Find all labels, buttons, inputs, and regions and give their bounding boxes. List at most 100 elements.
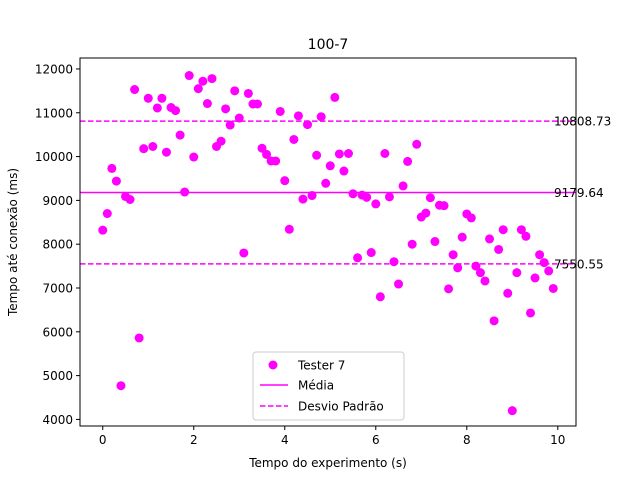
data-point: [362, 192, 372, 202]
data-point: [225, 120, 235, 130]
data-point: [252, 99, 262, 109]
data-point: [516, 225, 526, 235]
data-points: [98, 71, 558, 416]
data-point: [111, 176, 121, 186]
data-point: [284, 224, 294, 234]
data-point: [448, 250, 458, 260]
reference-line-label: 7550.55: [554, 257, 604, 271]
data-point: [298, 194, 308, 204]
data-point: [398, 181, 408, 191]
data-point: [548, 283, 558, 293]
data-point: [503, 288, 513, 298]
data-point: [280, 176, 290, 186]
y-tick-label: 10000: [35, 150, 73, 164]
data-point: [234, 113, 244, 123]
data-point: [175, 130, 185, 140]
data-point: [425, 193, 435, 203]
legend: Tester 7 Média Desvio Padrão: [252, 351, 405, 421]
data-point: [525, 308, 535, 318]
data-point: [312, 150, 322, 160]
data-point: [180, 187, 190, 197]
y-tick-label: 6000: [42, 325, 73, 339]
data-point: [430, 237, 440, 247]
data-point: [193, 84, 203, 94]
data-point: [148, 141, 158, 151]
legend-marker-scatter: [268, 360, 278, 370]
data-point: [343, 149, 353, 159]
legend-label-stddev: Desvio Padrão: [298, 400, 384, 414]
data-point: [444, 284, 454, 294]
y-tick-label: 8000: [42, 238, 73, 252]
legend-box: [252, 351, 405, 421]
data-point: [480, 276, 490, 286]
reference-lines: [80, 120, 576, 265]
data-point: [507, 406, 517, 416]
data-point: [512, 268, 522, 278]
reference-line-label: 9179.64: [554, 186, 604, 200]
data-point: [207, 74, 217, 84]
data-point: [275, 106, 285, 116]
data-point: [216, 136, 226, 146]
data-point: [198, 76, 208, 86]
data-point: [143, 93, 153, 103]
data-point: [271, 156, 281, 166]
data-point: [439, 201, 449, 211]
data-point: [307, 191, 317, 201]
data-point: [293, 111, 303, 121]
data-point: [134, 333, 144, 343]
data-point: [239, 248, 249, 258]
data-point: [407, 239, 417, 249]
x-tick-label: 4: [281, 433, 289, 447]
data-point: [375, 292, 385, 302]
chart-title: 100-7: [308, 37, 349, 53]
data-point: [102, 209, 112, 219]
data-point: [334, 149, 344, 159]
data-point: [535, 250, 545, 260]
data-point: [262, 149, 272, 159]
x-axis-label: Tempo do experimento (s): [248, 456, 407, 470]
data-point: [161, 147, 171, 157]
data-point: [494, 244, 504, 254]
data-point: [348, 189, 358, 199]
data-point: [380, 149, 390, 159]
data-point: [221, 104, 231, 114]
y-tick-label: 12000: [35, 62, 73, 76]
y-tick-label: 4000: [42, 413, 73, 427]
legend-label-mean: Média: [298, 379, 334, 393]
data-point: [325, 161, 335, 171]
data-point: [184, 71, 194, 81]
data-point: [412, 139, 422, 149]
data-point: [485, 234, 495, 244]
data-point: [243, 88, 253, 98]
x-tick-label: 0: [99, 433, 107, 447]
reference-line-label: 10808.73: [554, 115, 611, 129]
data-point: [107, 163, 117, 173]
legend-label-tester: Tester 7: [297, 359, 345, 373]
data-point: [521, 231, 531, 241]
x-tick-label: 6: [372, 433, 380, 447]
data-point: [316, 112, 326, 122]
data-point: [471, 261, 481, 271]
data-point: [202, 99, 212, 109]
data-point: [130, 85, 140, 95]
data-point: [189, 152, 199, 162]
data-point: [475, 268, 485, 278]
data-point: [544, 266, 554, 276]
data-point: [384, 192, 394, 202]
data-point: [321, 178, 331, 188]
data-point: [152, 103, 162, 113]
data-point: [353, 253, 363, 263]
data-point: [539, 258, 549, 268]
x-tick-label: 8: [463, 433, 471, 447]
data-point: [330, 92, 340, 102]
data-point: [230, 86, 240, 96]
reference-line-labels: 9179.64 10808.73 7550.55: [554, 115, 611, 272]
data-point: [339, 166, 349, 176]
y-axis-label: Tempo até conexão (ms): [6, 168, 20, 317]
y-tick-label: 9000: [42, 194, 73, 208]
data-point: [389, 257, 399, 267]
data-point: [366, 248, 376, 258]
data-point: [371, 199, 381, 209]
x-tick-label: 2: [190, 433, 198, 447]
